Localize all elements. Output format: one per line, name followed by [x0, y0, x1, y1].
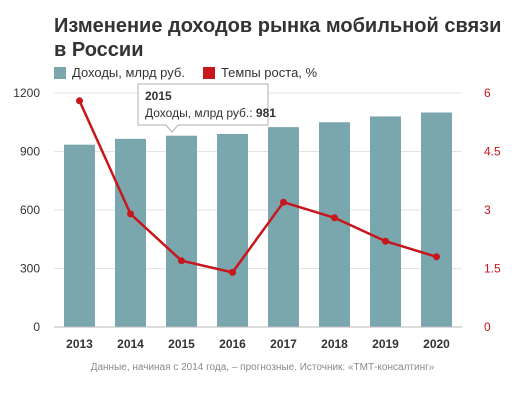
legend-item-growth[interactable]: Темпы роста, % — [202, 65, 318, 80]
chart-canvas: 0 300 600 900 1200 0 1.5 3 4.5 6 2013 2014 2015 2016 2… — [13, 83, 501, 351]
legend-swatch-growth — [202, 66, 215, 79]
bar — [64, 144, 95, 327]
y-left-tick-label: 300 — [20, 262, 40, 276]
bar — [268, 127, 299, 327]
bar — [217, 133, 248, 327]
legend: Доходы, млрд руб. Темпы роста, % — [54, 65, 335, 80]
bar-layer — [64, 112, 452, 328]
y-right-tick-label: 4.5 — [484, 145, 501, 159]
line-layer — [76, 97, 440, 276]
tooltip-value: 981 — [256, 106, 276, 120]
x-tick-label: 2016 — [219, 337, 246, 351]
bar — [421, 112, 452, 327]
y-left-tick-label: 600 — [20, 203, 40, 217]
y-right-tick-label: 1.5 — [484, 262, 501, 276]
growth-point — [229, 268, 236, 276]
legend-label-revenue: Доходы, млрд руб. — [72, 65, 185, 80]
growth-point — [127, 210, 134, 218]
growth-point — [178, 257, 185, 265]
x-tick-label: 2018 — [321, 337, 348, 351]
x-tick-label: 2015 — [168, 337, 195, 351]
axis-layer: 0 300 600 900 1200 0 1.5 3 4.5 6 2013 2014 2015 2016 2… — [13, 86, 501, 351]
tooltip-year: 2015 — [145, 89, 172, 103]
y-right-tick-label: 3 — [484, 203, 491, 217]
source-note: Данные, начиная с 2014 года, – прогнозны… — [90, 362, 435, 373]
x-tick-label: 2019 — [372, 337, 399, 351]
y-right-tick-label: 0 — [484, 320, 491, 334]
tooltip-box — [137, 83, 269, 133]
bar — [115, 138, 146, 327]
bar — [319, 122, 350, 327]
x-tick-label: 2020 — [423, 337, 450, 351]
tooltip: 2015 Доходы, млрд руб.: 981 — [137, 83, 276, 133]
x-tick-label: 2013 — [66, 337, 93, 351]
legend-swatch-revenue — [54, 66, 66, 79]
x-tick-label: 2017 — [270, 337, 297, 351]
legend-label-growth: Темпы роста, % — [220, 65, 318, 80]
growth-point — [382, 237, 389, 245]
bar — [166, 135, 197, 327]
tooltip-line: Доходы, млрд руб.: 981 — [145, 106, 276, 120]
y-left-tick-label: 1200 — [13, 86, 40, 100]
growth-point — [433, 253, 440, 261]
growth-point — [280, 198, 287, 206]
growth-line — [78, 100, 437, 274]
legend-item-revenue[interactable]: Доходы, млрд руб. — [54, 65, 185, 80]
y-left-tick-label: 900 — [20, 145, 40, 159]
growth-point — [331, 214, 338, 222]
y-right-tick-label: 6 — [484, 86, 491, 100]
bar — [370, 116, 401, 328]
y-left-tick-label: 0 — [33, 320, 40, 334]
tooltip-label: Доходы, млрд руб.: — [145, 106, 253, 120]
growth-point — [76, 97, 83, 105]
x-tick-label: 2014 — [117, 337, 144, 351]
chart-title: Изменение доходов рынка мобильной связи … — [54, 15, 502, 61]
